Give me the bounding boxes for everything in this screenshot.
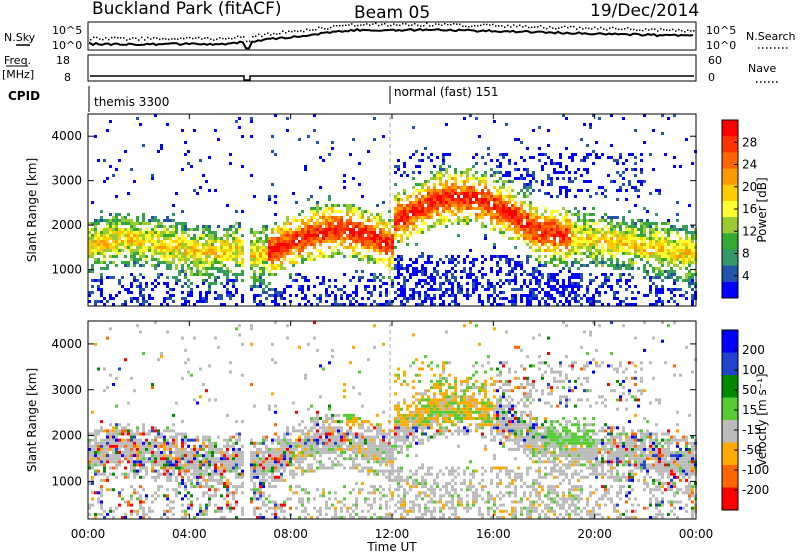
colorbar-swatch <box>722 233 738 250</box>
cpid-program-2: normal (fast) 151 <box>394 85 498 99</box>
sky-noise-trace <box>89 27 694 50</box>
cpid-label: CPID <box>8 89 40 103</box>
power-colorbar-title: Power [dB] <box>755 177 769 242</box>
x-tick-label: 04:00 <box>172 527 207 541</box>
colorbar-swatch <box>722 330 738 353</box>
colorbar-swatch <box>722 136 738 153</box>
cpid-program-1: themis 3300 <box>94 95 169 109</box>
colorbar-swatch <box>722 152 738 170</box>
noise-left-tick-top: 10^5 <box>52 24 82 37</box>
colorbar-swatch <box>722 442 738 466</box>
nave-label: Nave <box>748 62 776 75</box>
y-tick-label: 2000 <box>51 218 82 232</box>
noise-left-label: N.Sky <box>4 31 36 44</box>
colorbar-swatch <box>722 249 738 267</box>
date-title: 19/Dec/2014 <box>590 1 699 21</box>
nave-tick-top: 60 <box>708 54 722 67</box>
freq-label-1: Freq. <box>4 54 31 67</box>
colorbar-swatch <box>722 375 738 398</box>
noise-panel: N.Sky 10^5 10^0 10^5 10^0 N.Search <box>4 21 796 52</box>
noise-right-label: N.Search <box>746 30 796 43</box>
x-tick-label: 20:00 <box>577 527 612 541</box>
freq-trace <box>90 75 694 81</box>
y-tick-label: 3000 <box>51 174 82 188</box>
x-axis-title: Time UT <box>366 540 417 554</box>
colorbar-swatch <box>722 265 738 283</box>
colorbar-swatch <box>722 184 738 202</box>
power-colorbar: 28 24 20 16 12 8 4 <box>721 119 757 299</box>
x-tick-label: 00:00 <box>71 527 106 541</box>
colorbar-swatch <box>722 281 738 299</box>
beam-title: Beam 05 <box>354 3 430 23</box>
colorbar-tick-label: -100 <box>742 463 769 477</box>
x-tick-label: 16:00 <box>476 527 511 541</box>
colorbar-tick-label: 24 <box>742 158 757 172</box>
colorbar-swatch <box>722 420 738 443</box>
power-panel: 1000 2000 3000 4000 Slant Range [km] <box>25 113 697 307</box>
x-tick-label: 00:00 <box>679 527 714 541</box>
colorbar-swatch <box>722 120 738 137</box>
y-tick-label: 1000 <box>51 263 82 277</box>
y-tick-label: 1000 <box>51 474 82 488</box>
colorbar-tick-label: 12 <box>742 224 757 238</box>
y-tick-label: 4000 <box>51 337 82 351</box>
velocity-heatmap <box>88 321 697 519</box>
colorbar-tick-label: -15 <box>742 423 762 437</box>
velocity-y-label: Slant Range [km] <box>25 368 39 472</box>
colorbar-swatch <box>722 352 738 376</box>
site-title: Buckland Park (fitACF) <box>92 0 282 19</box>
colorbar-tick-label: 100 <box>742 363 765 377</box>
colorbar-tick-label: 8 <box>742 247 750 261</box>
colorbar-swatch <box>722 168 738 186</box>
freq-tick-top: 18 <box>56 54 70 67</box>
freq-panel: Freq. [MHz] 18 8 60 0 Nave <box>2 54 780 84</box>
colorbar-swatch <box>722 397 738 421</box>
noise-left-tick-bottom: 10^0 <box>52 39 82 52</box>
colorbar-tick-label: 20 <box>742 180 757 194</box>
colorbar-swatch <box>722 487 738 511</box>
y-tick-label: 3000 <box>51 383 82 397</box>
x-axis: 00:00 04:00 08:00 12:00 16:00 20:00 00:00 <box>71 114 714 541</box>
velocity-y-axis: 1000 2000 3000 4000 <box>51 337 696 488</box>
cpid-panel: CPID themis 3300 normal (fast) 151 <box>8 85 498 112</box>
noise-right-tick-top: 10^5 <box>706 24 736 37</box>
search-noise-trace <box>90 22 695 43</box>
power-heatmap <box>88 114 697 306</box>
colorbar-swatch <box>722 217 738 234</box>
x-tick-label: 12:00 <box>375 527 410 541</box>
velocity-panel: 1000 2000 3000 4000 Slant Range [km] <box>25 320 697 520</box>
noise-right-tick-bottom: 10^0 <box>706 39 736 52</box>
colorbar-tick-label: 16 <box>742 202 757 216</box>
velocity-colorbar: 200 100 50 15 -15 -50 -100 -200 <box>721 329 769 511</box>
nave-tick-bottom: 0 <box>708 71 715 84</box>
noise-traces <box>89 22 695 50</box>
freq-label-2: [MHz] <box>2 68 34 81</box>
y-tick-label: 2000 <box>51 429 82 443</box>
colorbar-tick-label: 15 <box>742 403 757 417</box>
x-tick-label: 08:00 <box>273 527 308 541</box>
colorbar-tick-label: 28 <box>742 135 757 149</box>
freq-tick-bottom: 8 <box>64 71 71 84</box>
colorbar-tick-label: 4 <box>742 269 750 283</box>
colorbar-tick-label: -200 <box>742 483 769 497</box>
colorbar-swatch <box>722 200 738 218</box>
power-y-axis: 1000 2000 3000 4000 <box>51 129 696 277</box>
colorbar-tick-label: 200 <box>742 343 765 357</box>
colorbar-swatch <box>722 465 738 488</box>
power-y-label: Slant Range [km] <box>25 158 39 262</box>
colorbar-tick-label: -50 <box>742 443 762 457</box>
y-tick-label: 4000 <box>51 129 82 143</box>
velocity-colorbar-title: Velocity [m s⁻¹] <box>755 373 769 466</box>
colorbar-tick-label: 50 <box>742 383 757 397</box>
